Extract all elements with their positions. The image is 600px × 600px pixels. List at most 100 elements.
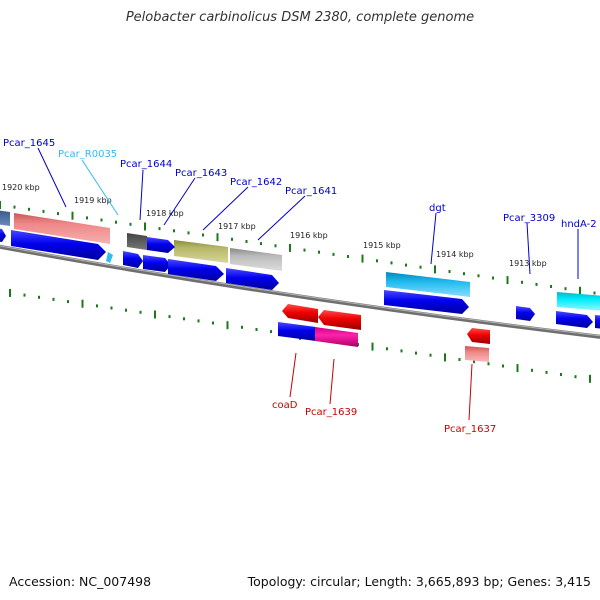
- cds-pcar-1642[interactable]: [168, 259, 224, 281]
- chromosome-backbone-highlight: [0, 245, 600, 337]
- scale-tick-minor: [110, 306, 113, 310]
- label-pcar-3309[interactable]: Pcar_3309: [503, 213, 555, 224]
- scale-labels: 1920 kbp 1919 kbp 1918 kbp 1917 kbp 1916…: [2, 183, 547, 268]
- leader-lines: [37, 147, 579, 421]
- rna-pcar-1639-reverse[interactable]: [318, 310, 361, 330]
- leader-pcar-1641: [257, 195, 306, 241]
- label-hnda-2[interactable]: hndA-2: [561, 219, 597, 230]
- cds-arrow-left-edge[interactable]: [0, 228, 6, 242]
- gene-labels: Pcar_1645 Pcar_R0035 Pcar_1644 Pcar_1643…: [3, 138, 597, 435]
- forward-features: [0, 210, 600, 329]
- scale-tick-minor: [129, 222, 132, 226]
- scale-tick-minor: [502, 364, 504, 368]
- leader-pcar-1643: [163, 177, 196, 226]
- scale-label-1914: 1914 kbp: [436, 250, 474, 259]
- gene-hnda-2-rna[interactable]: [557, 292, 600, 311]
- label-pcar-r0035[interactable]: Pcar_R0035: [58, 149, 117, 160]
- scale-tick-minor: [28, 207, 30, 211]
- scale-tick-major: [516, 364, 519, 373]
- scale-tick-major: [506, 276, 509, 285]
- scale-tick-minor: [183, 317, 185, 321]
- scale-tick-minor: [448, 270, 451, 273]
- cds-coad[interactable]: [278, 322, 316, 341]
- scale-tick-minor: [274, 244, 277, 248]
- label-pcar-1639[interactable]: Pcar_1639: [305, 407, 357, 418]
- label-pcar-1643[interactable]: Pcar_1643: [175, 168, 227, 179]
- scale-tick-minor: [521, 280, 523, 284]
- cds-hnda-2-next[interactable]: [595, 315, 600, 329]
- scale-tick-minor: [115, 220, 117, 224]
- scale-tick-minor: [23, 293, 26, 297]
- gene-pcar-1646-rna[interactable]: [0, 210, 10, 226]
- rna-pcar-1637-reverse[interactable]: [467, 328, 490, 344]
- gene-pcar-1643-rna[interactable]: [174, 240, 228, 263]
- cds-hnda-2[interactable]: [556, 311, 593, 328]
- label-pcar-1641[interactable]: Pcar_1641: [285, 186, 337, 197]
- scale-tick-minor: [42, 209, 45, 213]
- cds-pcar-1641[interactable]: [226, 268, 279, 290]
- scale-tick-minor: [197, 319, 200, 323]
- label-dgt[interactable]: dgt: [429, 203, 446, 214]
- scale-tick-major: [371, 342, 374, 351]
- label-pcar-1637[interactable]: Pcar_1637: [444, 424, 496, 435]
- scale-tick-major: [361, 254, 364, 263]
- label-pcar-1642[interactable]: Pcar_1642: [230, 177, 282, 188]
- leader-coad: [289, 352, 297, 398]
- scale-tick-minor: [531, 368, 533, 372]
- label-pcar-1644[interactable]: Pcar_1644: [120, 159, 172, 170]
- scale-tick-minor: [13, 205, 16, 209]
- scale-tick-major: [444, 353, 446, 362]
- cds-pcar-1643b[interactable]: [143, 255, 171, 272]
- cds-pcar-1643a[interactable]: [147, 237, 175, 253]
- rna-pcar-r0035[interactable]: [106, 252, 113, 263]
- scale-tick-minor: [158, 227, 161, 231]
- page-title: Pelobacter carbinolicus DSM 2380, comple…: [125, 10, 475, 25]
- scale-tick-minor: [463, 272, 465, 276]
- scale-label-1917: 1917 kbp: [218, 222, 256, 231]
- scale-label-1913: 1913 kbp: [509, 259, 547, 268]
- cds-pcar-1639[interactable]: [315, 327, 358, 347]
- leader-pcar-r0035: [81, 159, 119, 216]
- scale-tick-minor: [57, 212, 59, 216]
- scale-tick-minor: [332, 252, 335, 256]
- leader-pcar-1639: [329, 358, 335, 405]
- scale-tick-minor: [405, 263, 407, 267]
- gene-dgt-rna[interactable]: [386, 272, 470, 297]
- scale-tick-major: [434, 265, 436, 274]
- scale-tick-minor: [303, 248, 306, 252]
- scale-tick-minor: [535, 282, 538, 286]
- scale-tick-minor: [473, 360, 475, 364]
- scale-label-1920: 1920 kbp: [2, 183, 40, 192]
- cds-pcar-1644[interactable]: [123, 251, 143, 268]
- accession-text: Accession: NC_007498: [9, 574, 152, 589]
- gene-pcar-1645-rna[interactable]: [14, 213, 110, 244]
- scale-tick-minor: [550, 285, 552, 288]
- gene-pcar-1642-rna[interactable]: [230, 248, 282, 271]
- cds-pcar-1645[interactable]: [11, 230, 106, 260]
- reverse-features: [278, 304, 490, 362]
- scale-tick-minor: [270, 330, 272, 334]
- scale-tick-major: [9, 289, 11, 297]
- scale-tick-minor: [255, 328, 258, 331]
- cds-pcar-3309[interactable]: [516, 306, 535, 321]
- scale-tick-minor: [86, 216, 88, 220]
- scale-tick-minor: [231, 237, 233, 241]
- scale-tick-minor: [487, 362, 490, 366]
- rna-coad-reverse[interactable]: [282, 304, 318, 323]
- gene-pcar-1644-rna[interactable]: [127, 233, 147, 250]
- cds-dgt[interactable]: [384, 290, 469, 314]
- leader-pcar-1645: [37, 147, 67, 208]
- scale-tick-minor: [386, 347, 388, 351]
- scale-tick-minor: [67, 300, 69, 304]
- scale-tick-minor: [415, 351, 417, 355]
- scale-tick-minor: [187, 231, 190, 235]
- scale-tick-minor: [545, 370, 548, 374]
- scale-tick-minor: [52, 297, 55, 301]
- scale-label-1919: 1919 kbp: [74, 196, 112, 205]
- label-pcar-1645[interactable]: Pcar_1645: [3, 138, 55, 149]
- scale-tick-major: [289, 243, 291, 252]
- cds-pcar-1637[interactable]: [465, 346, 489, 362]
- label-coad[interactable]: coaD: [272, 400, 298, 411]
- scale-tick-major: [71, 211, 74, 220]
